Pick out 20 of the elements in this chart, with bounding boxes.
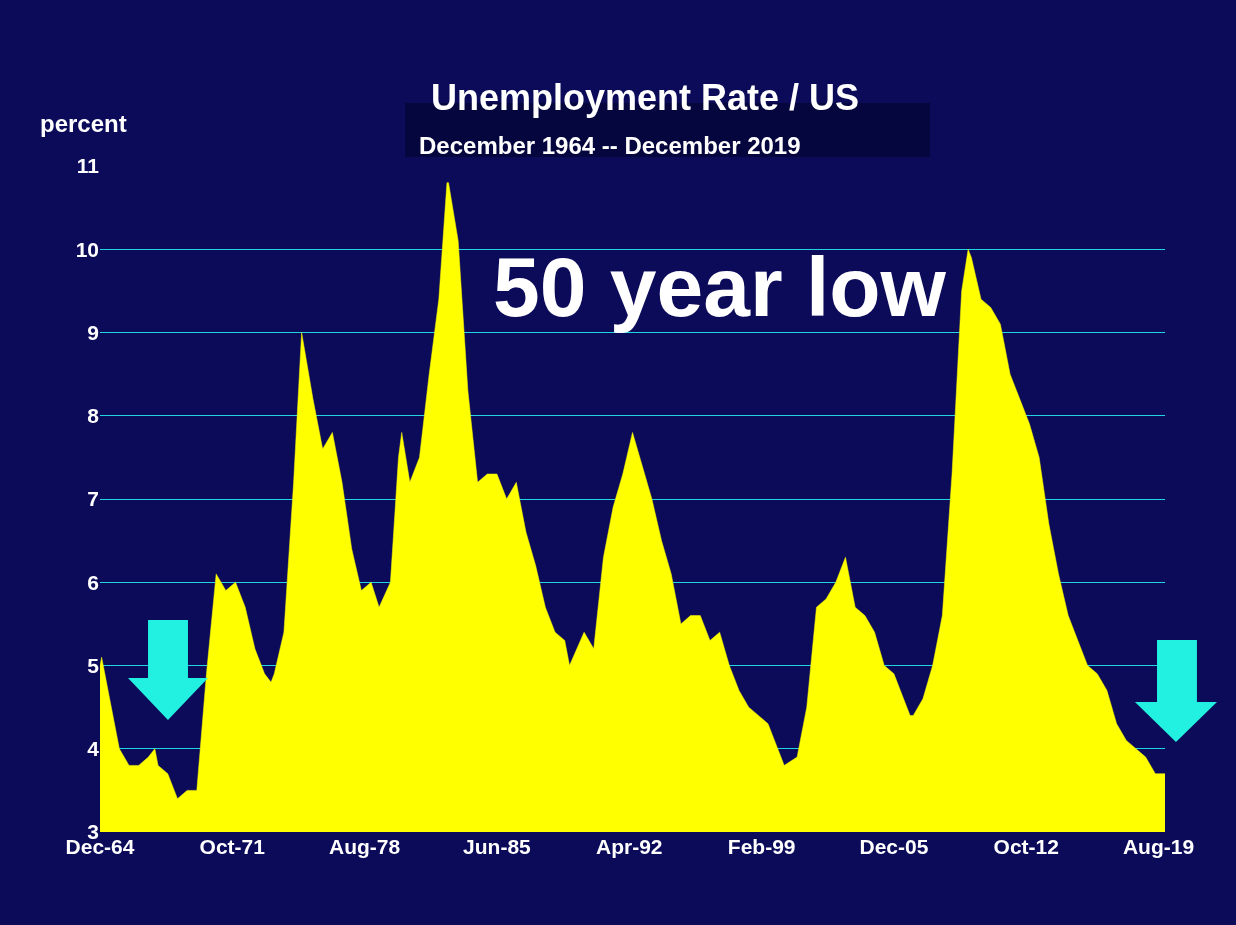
y-tick-label: 6 (87, 570, 99, 594)
y-tick-label: 10 (75, 237, 99, 261)
chart-title: Unemployment Rate / US (431, 77, 860, 118)
y-tick-label: 4 (87, 737, 100, 761)
chart-subtitle: December 1964 -- December 2019 (419, 132, 801, 159)
x-tick-label: Jun-85 (463, 835, 532, 858)
y-tick-label: 8 (87, 404, 100, 428)
x-tick-label: Oct-12 (993, 835, 1059, 858)
x-tick-label: Apr-92 (596, 835, 663, 858)
y-tick-label: 11 (76, 154, 100, 178)
y-tick-label: 7 (87, 487, 99, 511)
y-tick-label: 5 (87, 653, 100, 677)
annotation: 50 year low (493, 240, 947, 334)
y-axis-title: percent (40, 110, 127, 137)
x-tick-label: Dec-05 (859, 835, 929, 858)
x-tick-label: Feb-99 (727, 835, 796, 858)
x-tick-label: Aug-19 (1122, 835, 1195, 858)
x-tick-label: Aug-78 (329, 835, 401, 858)
y-tick-label: 9 (87, 320, 99, 344)
x-tick-label: Oct-71 (199, 835, 266, 858)
